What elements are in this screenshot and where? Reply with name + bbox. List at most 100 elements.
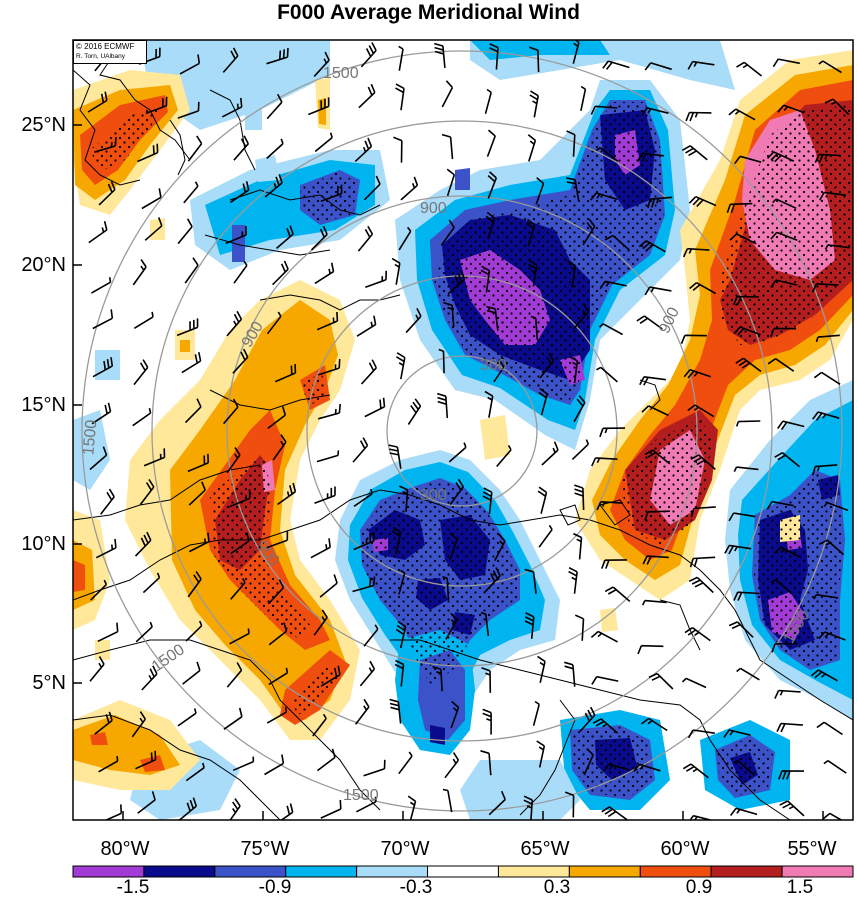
wind-barb — [98, 755, 119, 773]
wind-barb — [687, 60, 715, 70]
colorbar-box — [72, 865, 145, 878]
wind-barb — [637, 644, 664, 655]
colorbar-box — [639, 865, 712, 878]
wind-barb — [92, 309, 114, 330]
credit-box: © 2016 ECMWF R. Torn, UAlbany — [73, 40, 147, 64]
wind-barb — [599, 427, 626, 438]
wind-barb — [266, 707, 288, 724]
wind-barb — [132, 259, 147, 286]
wind-barb — [188, 532, 210, 553]
wind-barb — [141, 665, 158, 691]
wind-barb — [811, 283, 839, 293]
colorbar-box — [568, 865, 641, 878]
wind-barb — [176, 318, 199, 337]
wind-barb — [266, 93, 283, 120]
wind-barb — [434, 42, 446, 68]
wind-barb — [682, 145, 708, 161]
wind-barb — [538, 387, 548, 416]
wind-barb — [177, 708, 197, 727]
wind-barb — [353, 488, 373, 508]
wind-barb — [770, 579, 793, 595]
wind-barb — [132, 408, 152, 427]
wind-barb — [266, 311, 282, 335]
wind-barb — [314, 262, 335, 285]
wind-barb — [527, 134, 537, 162]
range-ring-900 — [226, 195, 698, 667]
wind-barb — [573, 532, 583, 560]
wind-barb — [599, 280, 627, 290]
wind-barb — [689, 556, 716, 568]
wind-barb — [275, 225, 294, 250]
wind-barb — [728, 512, 756, 522]
lon-label-55w: 55°W — [787, 838, 837, 860]
lat-label-15n: 15°N — [21, 394, 66, 416]
wind-barb — [230, 577, 246, 600]
wind-barb — [681, 677, 707, 689]
wind-barb — [482, 487, 493, 515]
wind-barb — [229, 628, 250, 645]
wind-barb — [93, 136, 117, 153]
wind-barb — [580, 85, 587, 111]
wind-barb — [524, 612, 535, 639]
wind-barb — [407, 398, 422, 425]
wind-barb — [810, 669, 838, 682]
wind-barb — [688, 576, 714, 594]
wind-barb — [441, 80, 454, 108]
wind-barb — [352, 576, 376, 593]
wind-barb — [524, 568, 537, 594]
lat-label-20n: 20°N — [21, 254, 66, 276]
wind-barb — [682, 247, 710, 258]
wind-barb — [642, 824, 667, 834]
wind-barb — [690, 506, 716, 518]
colorbar-box — [710, 865, 783, 878]
wind-barb — [89, 656, 105, 682]
wind-barb — [393, 136, 403, 163]
wind-barb — [735, 357, 762, 373]
wind-barb — [145, 96, 168, 115]
wind-barb — [489, 43, 499, 70]
plot-frame — [72, 39, 854, 821]
wind-barb — [400, 176, 419, 201]
wind-barb — [687, 404, 715, 418]
wind-barb — [596, 366, 618, 383]
wind-barb — [91, 402, 112, 425]
credit-line-1: © 2016 ECMWF — [76, 42, 135, 51]
wind-barb — [399, 485, 409, 512]
wind-barb — [142, 572, 161, 594]
wind-barb — [360, 359, 378, 385]
wind-barb — [644, 449, 671, 465]
wind-barb — [233, 135, 250, 161]
wind-barb — [532, 700, 540, 726]
wind-barb — [567, 260, 577, 288]
wind-barb — [638, 240, 666, 253]
wind-barb — [97, 622, 119, 643]
colorbar-box — [285, 865, 358, 878]
wind-barb — [530, 315, 539, 340]
wind-barb — [486, 129, 496, 157]
wind-barb — [823, 760, 847, 774]
wind-barb — [641, 717, 668, 732]
coastlines — [73, 44, 853, 820]
wind-barb — [822, 812, 843, 820]
wind-barb — [104, 804, 123, 820]
wind-barb — [133, 359, 149, 386]
wind-barb — [815, 334, 840, 343]
wind-barb — [179, 54, 201, 75]
wind-barb — [771, 642, 798, 653]
wind-barb — [233, 260, 248, 284]
wind-barb — [398, 569, 406, 595]
wind-barb — [91, 277, 112, 294]
wind-barb — [388, 444, 402, 469]
wind-barb — [184, 257, 199, 284]
wind-barb — [766, 151, 795, 163]
wind-barb — [488, 790, 506, 816]
lon-label-70w: 70°W — [380, 838, 430, 860]
wind-barb — [482, 708, 492, 735]
wind-barb — [647, 196, 673, 209]
wind-barb — [642, 555, 669, 565]
wind-barb — [537, 655, 546, 683]
wind-barb — [87, 91, 108, 113]
wind-barb — [443, 301, 455, 328]
wind-barb — [591, 675, 619, 685]
wind-barb — [770, 327, 797, 338]
